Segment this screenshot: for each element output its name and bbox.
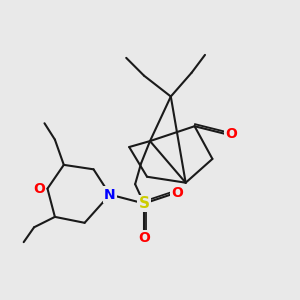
Text: O: O: [138, 231, 150, 245]
Text: S: S: [139, 196, 150, 211]
Text: O: O: [33, 182, 45, 196]
Text: O: O: [225, 127, 237, 141]
Text: N: N: [104, 188, 116, 202]
Text: O: O: [171, 186, 183, 200]
